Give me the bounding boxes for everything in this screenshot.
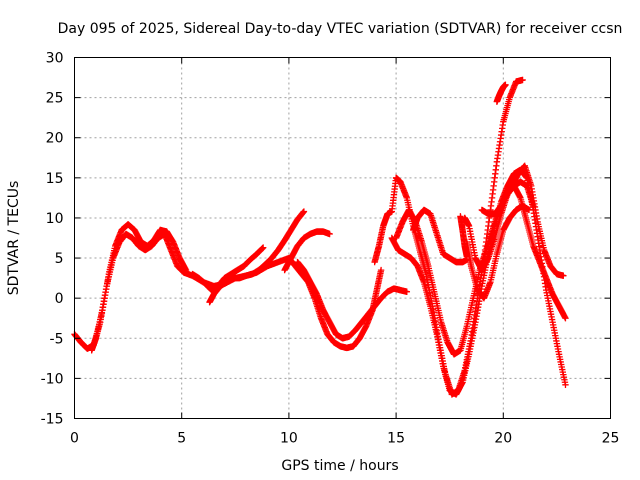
series-track-10: [410, 206, 471, 266]
axis-ticks: [74, 57, 611, 419]
series-track-15: [457, 213, 471, 260]
data-point: [326, 230, 333, 238]
x-tick-label: 15: [387, 431, 405, 447]
data-point: [182, 266, 190, 274]
data-point: [463, 253, 471, 260]
y-tick-label: 5: [55, 251, 64, 267]
x-tick-label: 25: [602, 431, 620, 447]
y-tick-label: 0: [55, 291, 64, 307]
grid: [74, 57, 611, 419]
y-tick-label: 30: [46, 51, 64, 67]
y-tick-label: 20: [46, 131, 64, 147]
y-tick-labels: -15 -10 -5 0 5 10 15 20 25 30: [41, 51, 64, 428]
series-track-3: [189, 244, 267, 294]
series-track-11: [461, 182, 569, 322]
data-point: [377, 266, 385, 274]
x-tick-labels: 0 5 10 15 20 25: [70, 431, 619, 447]
x-tick-label: 5: [177, 431, 186, 447]
y-tick-label: -15: [41, 412, 64, 428]
x-tick-label: 10: [280, 431, 298, 447]
series-track-5: [281, 228, 333, 274]
y-tick-label: 25: [46, 91, 64, 107]
y-tick-label: 10: [46, 211, 64, 227]
series-track-14: [493, 81, 509, 105]
series-track-6: [294, 258, 411, 342]
data-point: [502, 81, 509, 88]
data-marks: [71, 76, 569, 398]
plot-frame: [74, 57, 611, 419]
y-tick-label: -5: [50, 331, 64, 347]
chart-title: Day 095 of 2025, Sidereal Day-to-day VTE…: [58, 21, 623, 37]
data-point: [403, 288, 411, 295]
data-point: [525, 206, 533, 214]
data-point: [530, 202, 537, 210]
x-tick-label: 20: [494, 431, 512, 447]
series-track-2: [88, 221, 190, 354]
data-point: [300, 208, 308, 215]
data-point: [560, 272, 567, 279]
x-axis-label: GPS time / hours: [281, 458, 398, 474]
series-track-4: [206, 208, 308, 306]
series-track-13: [478, 178, 537, 218]
data-point: [562, 381, 569, 389]
data-point: [519, 76, 526, 84]
data-point: [259, 244, 267, 251]
y-axis-label: SDTVAR / TECUs: [6, 181, 22, 296]
series-track-12: [463, 202, 533, 302]
y-tick-label: -10: [41, 371, 64, 387]
x-tick-label: 0: [70, 431, 79, 447]
y-tick-label: 15: [46, 171, 64, 187]
data-point: [562, 315, 569, 322]
